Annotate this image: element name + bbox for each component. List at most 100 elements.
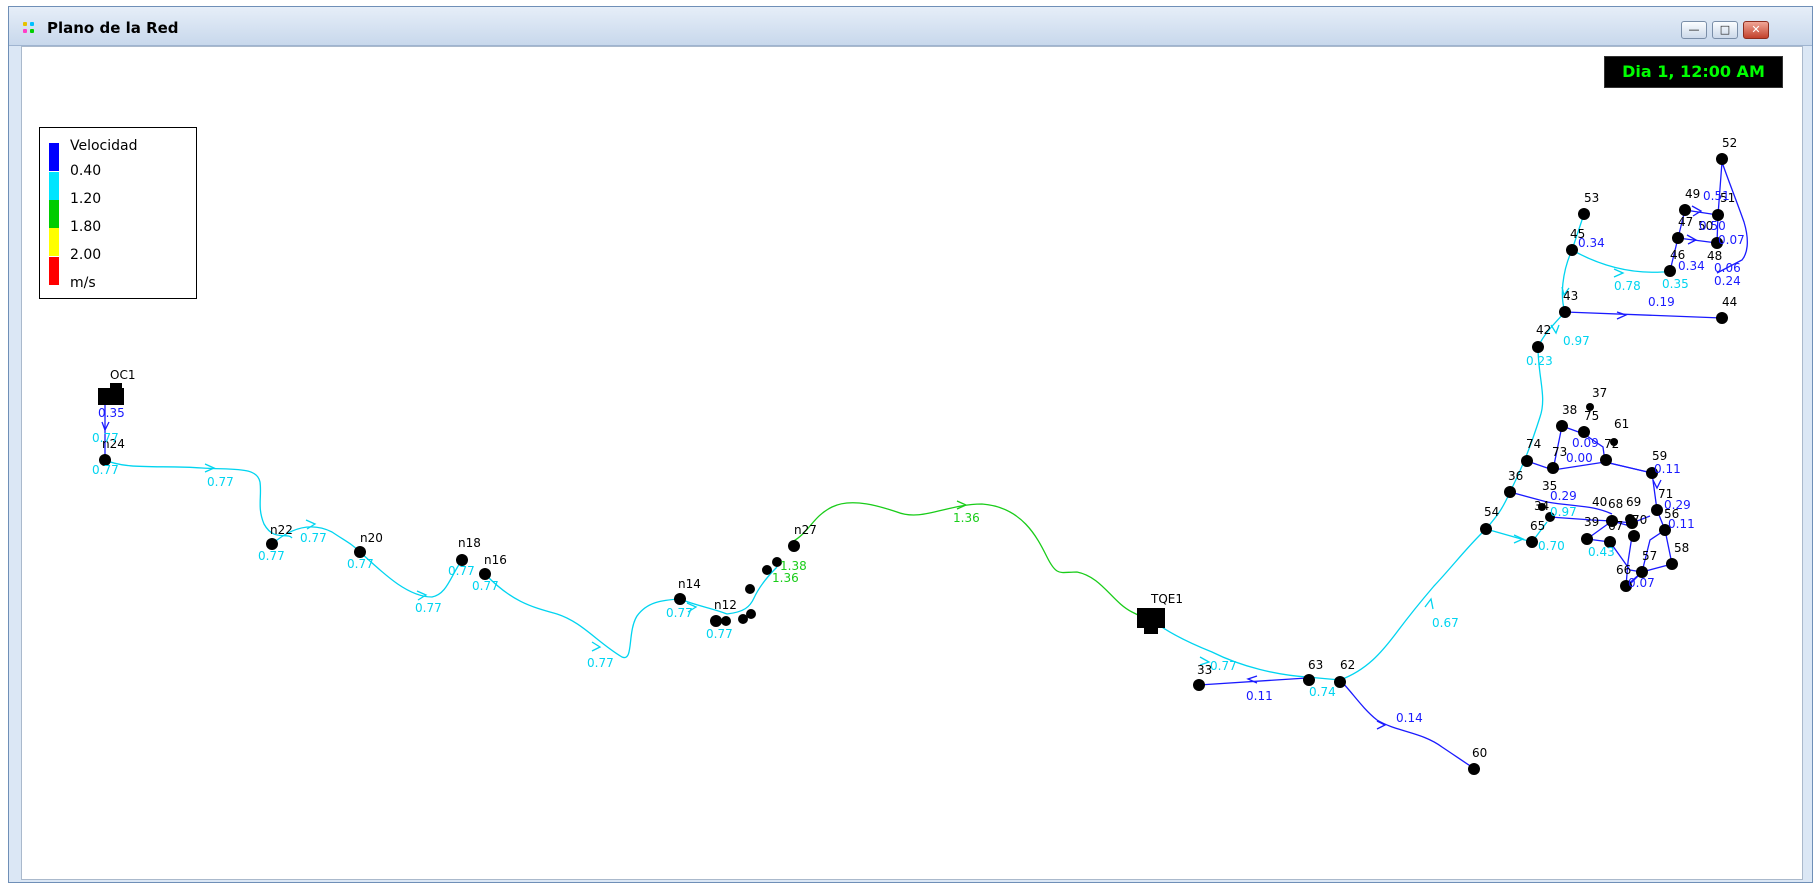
node-39[interactable]	[1581, 533, 1593, 545]
reservoir-oc1[interactable]	[98, 388, 124, 405]
map-canvas[interactable]: Dia 1, 12:00 AM Velocidad 0.40 1.20 1.80…	[21, 46, 1803, 880]
node-n12[interactable]	[710, 615, 722, 627]
velocity-label: 0.77	[258, 549, 285, 563]
legend-unit: m/s	[70, 275, 96, 291]
flow-arrow	[686, 602, 698, 613]
node-57[interactable]	[1636, 566, 1648, 578]
pipe-n12-n27	[726, 566, 778, 615]
velocity-label: 0.74	[1309, 685, 1336, 699]
node-73[interactable]	[1547, 462, 1559, 474]
node-label: 38	[1562, 403, 1577, 417]
node-label: 69	[1626, 495, 1641, 509]
reservoir-and-tank[interactable]	[98, 383, 1165, 634]
node-61[interactable]	[1610, 438, 1618, 446]
node-45[interactable]	[1566, 244, 1578, 256]
node-n12b[interactable]	[721, 616, 731, 626]
node-66[interactable]	[1620, 580, 1632, 592]
node-36[interactable]	[1504, 486, 1516, 498]
node-71[interactable]	[1651, 504, 1663, 516]
node-40[interactable]	[1606, 515, 1618, 527]
node-70[interactable]	[1628, 530, 1640, 542]
velocity-label: 0.67	[1432, 616, 1459, 630]
node-59[interactable]	[1646, 467, 1658, 479]
velocity-legend[interactable]: Velocidad 0.40 1.20 1.80 2.00 m/s	[39, 127, 197, 299]
velocity-label: 0.29	[1550, 489, 1577, 503]
node-label: 51	[1720, 191, 1735, 205]
node-62[interactable]	[1334, 676, 1346, 688]
node-34[interactable]	[1538, 503, 1546, 511]
tank-tqe1[interactable]	[1137, 608, 1165, 628]
node-47[interactable]	[1672, 232, 1684, 244]
node-44[interactable]	[1716, 312, 1728, 324]
node-43[interactable]	[1559, 306, 1571, 318]
node-n27[interactable]	[788, 540, 800, 552]
flow-arrow	[956, 500, 968, 510]
node-n8[interactable]	[738, 614, 748, 624]
node-n14[interactable]	[674, 593, 686, 605]
node-42[interactable]	[1532, 341, 1544, 353]
node-60[interactable]	[1468, 763, 1480, 775]
maximize-button[interactable]: □	[1712, 21, 1738, 39]
node-51[interactable]	[1712, 209, 1724, 221]
node-n3[interactable]	[762, 565, 772, 575]
node-n18[interactable]	[456, 554, 468, 566]
node-48[interactable]	[1711, 237, 1723, 249]
node-33[interactable]	[1193, 679, 1205, 691]
node-46[interactable]	[1664, 265, 1676, 277]
node-72[interactable]	[1600, 454, 1612, 466]
node-58[interactable]	[1666, 558, 1678, 570]
title-bar[interactable]: Plano de la Red — □ ✕	[9, 7, 1812, 46]
node-53[interactable]	[1578, 208, 1590, 220]
junctions[interactable]	[99, 153, 1728, 775]
node-label: 74	[1526, 437, 1541, 451]
node-label: 52	[1722, 136, 1737, 150]
node-n16[interactable]	[479, 568, 491, 580]
node-label: 50	[1698, 219, 1713, 233]
node-label: 42	[1536, 323, 1551, 337]
node-38[interactable]	[1556, 420, 1568, 432]
node-35[interactable]	[1545, 512, 1555, 522]
node-63[interactable]	[1303, 674, 1315, 686]
minimize-button[interactable]: —	[1681, 21, 1707, 39]
legend-threshold: 1.20	[70, 191, 102, 207]
close-icon: ✕	[1751, 23, 1761, 36]
app-icon	[23, 22, 37, 36]
legend-swatch-red	[49, 257, 59, 285]
node-67[interactable]	[1604, 536, 1616, 548]
velocity-label: 0.06	[1714, 261, 1741, 275]
node-n6[interactable]	[746, 609, 756, 619]
pipe-45-53	[1571, 213, 1585, 251]
pipe-36-35	[1509, 491, 1613, 515]
velocity-label: 0.14	[1396, 711, 1423, 725]
pipe-n16-n14	[484, 573, 681, 658]
network-map[interactable]: OC1 n24 n22 n20 n18 n16 n14 n12 n27 TQE1…	[22, 47, 1802, 879]
velocity-label: 0.11	[1246, 689, 1273, 703]
node-n20[interactable]	[354, 546, 366, 558]
node-74[interactable]	[1521, 455, 1533, 467]
node-label: 44	[1722, 295, 1737, 309]
node-56[interactable]	[1659, 524, 1671, 536]
velocity-label: 1.36	[772, 571, 799, 585]
node-37[interactable]	[1586, 403, 1594, 411]
node-n4[interactable]	[745, 584, 755, 594]
node-69[interactable]	[1625, 514, 1635, 524]
node-n2[interactable]	[772, 557, 782, 567]
node-label: n22	[270, 523, 293, 537]
node-label: 75	[1584, 409, 1599, 423]
pipe-51-52	[1716, 161, 1748, 274]
node-n22[interactable]	[266, 538, 278, 550]
node-label: 67	[1608, 519, 1623, 533]
node-54[interactable]	[1480, 523, 1492, 535]
legend-threshold: 2.00	[70, 247, 102, 263]
node-label: TQE1	[1150, 592, 1183, 606]
node-75[interactable]	[1578, 426, 1590, 438]
pipes	[104, 161, 1748, 768]
close-button[interactable]: ✕	[1743, 21, 1769, 39]
flow-arrow	[204, 463, 216, 473]
node-n24[interactable]	[99, 454, 111, 466]
node-65[interactable]	[1526, 536, 1538, 548]
node-49[interactable]	[1679, 204, 1691, 216]
node-52[interactable]	[1716, 153, 1728, 165]
flow-arrow	[1652, 479, 1662, 490]
legend-swatch-blue	[49, 143, 59, 171]
